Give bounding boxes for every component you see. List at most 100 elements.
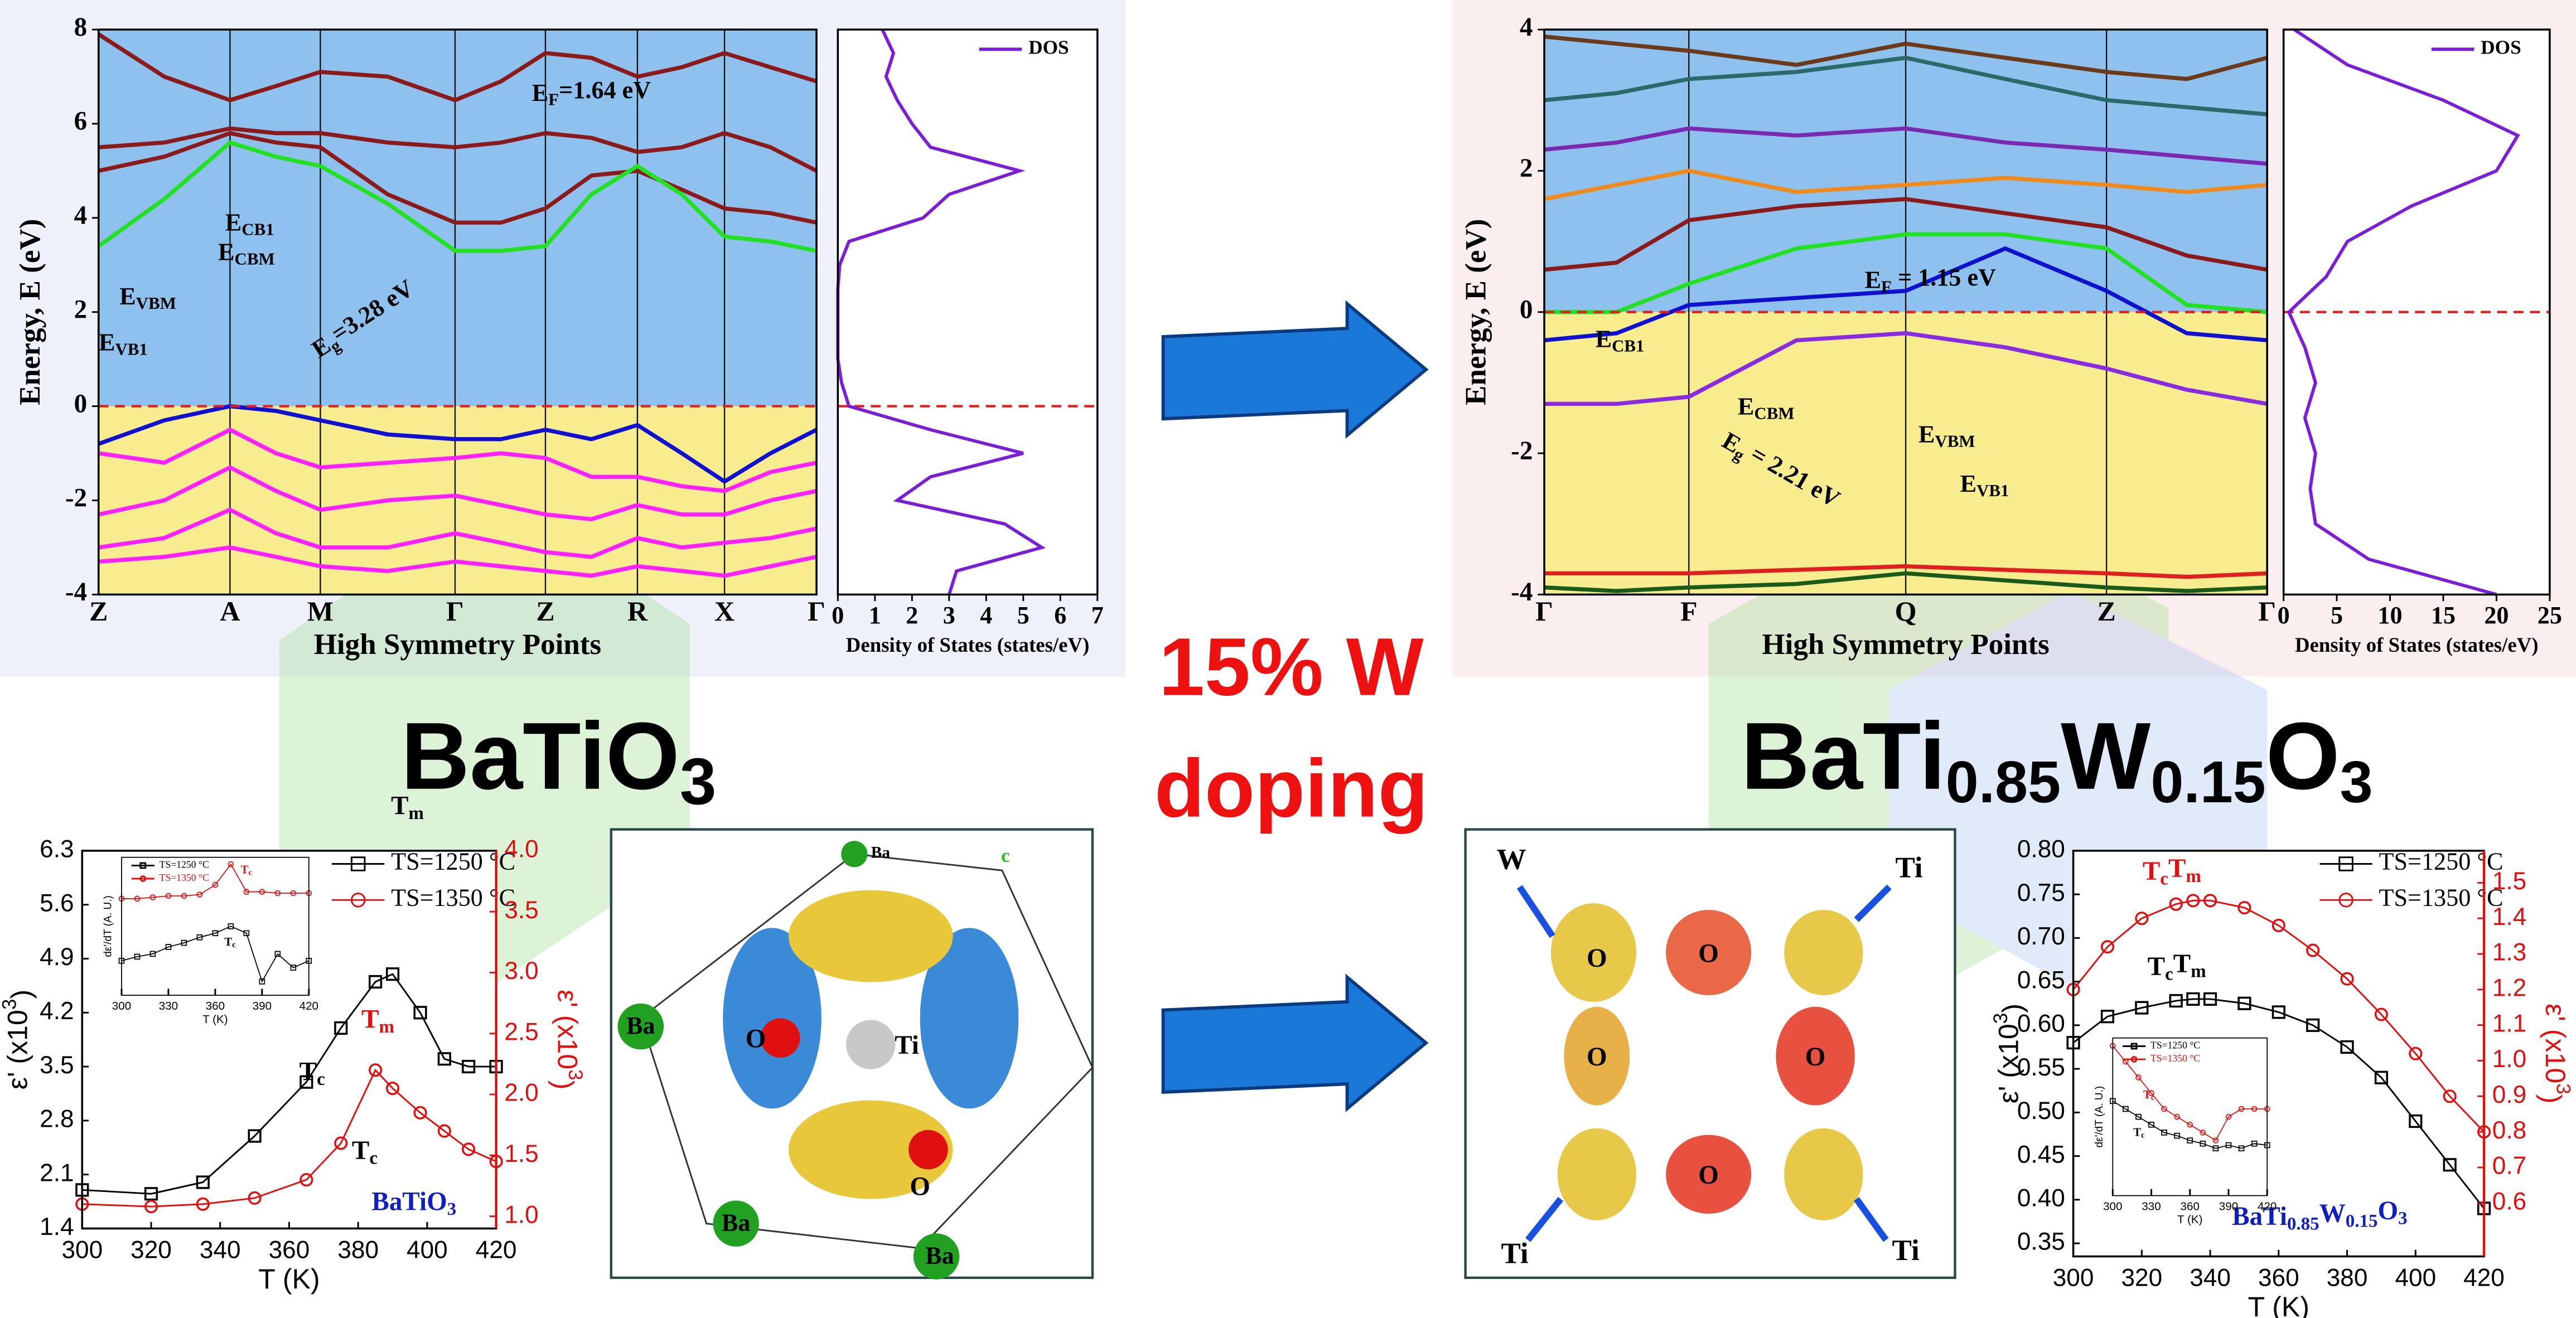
- text-part: VBM: [1935, 432, 1975, 451]
- marker: [2200, 1140, 2206, 1147]
- x-tick-label: 1: [869, 602, 881, 629]
- marker: [290, 965, 297, 971]
- x-tick-label: Q: [1895, 595, 1917, 627]
- orbital: [1784, 1128, 1863, 1220]
- text-part: 0.85: [2287, 1214, 2319, 1234]
- dos-line: [2287, 28, 2520, 597]
- y-tick-label: 1.4: [40, 1213, 74, 1241]
- x-axis-label: Density of States (states/eV): [846, 633, 1090, 656]
- text-part: BaTiO: [371, 1187, 447, 1216]
- atom-o: [760, 1018, 800, 1058]
- y-tick-label: 0.45: [2017, 1141, 2065, 1168]
- x-tick-label: 380: [2327, 1264, 2368, 1291]
- title-part: BaTiO: [401, 703, 680, 810]
- orbital: [1784, 909, 1863, 996]
- x-tick-label: 3: [943, 602, 955, 629]
- marker: [2212, 1145, 2219, 1152]
- y2-tick-label: 4.0: [504, 836, 538, 863]
- band-line: [98, 404, 818, 484]
- text-part: c: [2141, 1131, 2145, 1140]
- orbital: [1666, 1135, 1752, 1214]
- marker: [259, 889, 265, 895]
- band-line: [98, 507, 817, 559]
- series-line: [121, 863, 309, 899]
- marker: [2148, 1090, 2154, 1097]
- marker: [2174, 1113, 2180, 1120]
- x-tick-label: Γ: [1535, 595, 1553, 627]
- arrow: [1161, 973, 1429, 1112]
- y-axis-label: Energy, E (eV): [14, 219, 46, 405]
- plot-frame: [837, 28, 1099, 596]
- y-tick-label: 4: [1520, 13, 1533, 42]
- x-tick-label: 390: [2219, 1200, 2238, 1213]
- marker: [149, 894, 156, 900]
- plot-bg: [121, 857, 309, 996]
- plot-frame: [2112, 1037, 2268, 1196]
- atom-label: Ti: [1892, 1234, 1920, 1267]
- marker: [2271, 918, 2285, 933]
- text-part: c: [2165, 964, 2173, 984]
- y2-tick-label: 1.4: [2492, 903, 2526, 931]
- x-tick-label: 25: [2538, 602, 2562, 629]
- text-part: E: [1865, 266, 1881, 294]
- shade-below: [98, 406, 817, 595]
- title-part: O: [2266, 703, 2340, 810]
- x-tick-label: 400: [2395, 1264, 2436, 1291]
- text-part: c: [2160, 869, 2168, 889]
- x-tick-label: 300: [2103, 1200, 2122, 1213]
- marker: [369, 1063, 383, 1077]
- x-tick-label: 4: [980, 602, 992, 629]
- atom-label: O: [746, 1024, 766, 1053]
- arrow: [1853, 1196, 1889, 1242]
- text-part: m: [2191, 961, 2206, 981]
- y2-tick-label: 3.0: [504, 957, 538, 985]
- atom-label: O: [910, 1172, 930, 1201]
- y2-tick-label: 0.8: [2492, 1117, 2526, 1144]
- y-tick-label: 0.65: [2017, 966, 2065, 994]
- text-part: E: [1596, 326, 1612, 353]
- y-tick-label: -2: [65, 483, 87, 512]
- marker: [334, 1136, 348, 1150]
- x-tick-label: 330: [2142, 1200, 2161, 1213]
- y-axis-label: Energy, E (eV): [1459, 219, 1492, 405]
- x-tick-label: 330: [159, 1000, 178, 1012]
- marker: [299, 1075, 313, 1089]
- band-line: [1544, 35, 2268, 81]
- atom-ba: [841, 841, 868, 868]
- y-tick-label: 3.5: [40, 1052, 74, 1079]
- y-tick-label: 8: [74, 13, 88, 42]
- atom-ba: [617, 1003, 664, 1050]
- marker: [437, 1052, 451, 1066]
- marker: [2187, 1121, 2193, 1128]
- y2-tick-label: 1.5: [504, 1140, 538, 1167]
- text-part: T: [2143, 857, 2160, 886]
- atom-label: Ba: [871, 844, 891, 862]
- x-tick-label: 420: [476, 1236, 517, 1263]
- annotation: Tc: [2133, 1126, 2145, 1140]
- text-part: c: [232, 941, 236, 949]
- text-part: T: [2168, 854, 2186, 883]
- atom-ba: [713, 1200, 759, 1247]
- orbital: [1564, 1006, 1630, 1106]
- annotation: TcTm: [2148, 949, 2206, 984]
- text-part: T: [2173, 949, 2191, 978]
- atom-label: O: [1587, 944, 1607, 973]
- orbital: [1550, 903, 1637, 1002]
- legend-label: TS=1350 °C: [2379, 884, 2503, 911]
- marker: [369, 975, 383, 989]
- x-tick-label: 420: [2463, 1264, 2505, 1291]
- x-tick-label: Z: [89, 595, 108, 627]
- x-tick-label: 0: [2278, 602, 2290, 629]
- marker: [181, 893, 187, 899]
- band-line: [98, 131, 817, 225]
- orbital: [1776, 1006, 1855, 1106]
- orbital: [788, 890, 953, 982]
- text-part: 3: [1990, 1013, 2012, 1024]
- legend-label: TS=1250 °C: [160, 859, 209, 870]
- y-tick-label: 6.3: [40, 836, 74, 863]
- marker: [462, 1060, 476, 1074]
- legend-label: TS=1350 °C: [391, 884, 515, 911]
- text-part: T: [391, 791, 408, 820]
- x-tick-label: 360: [206, 1000, 225, 1012]
